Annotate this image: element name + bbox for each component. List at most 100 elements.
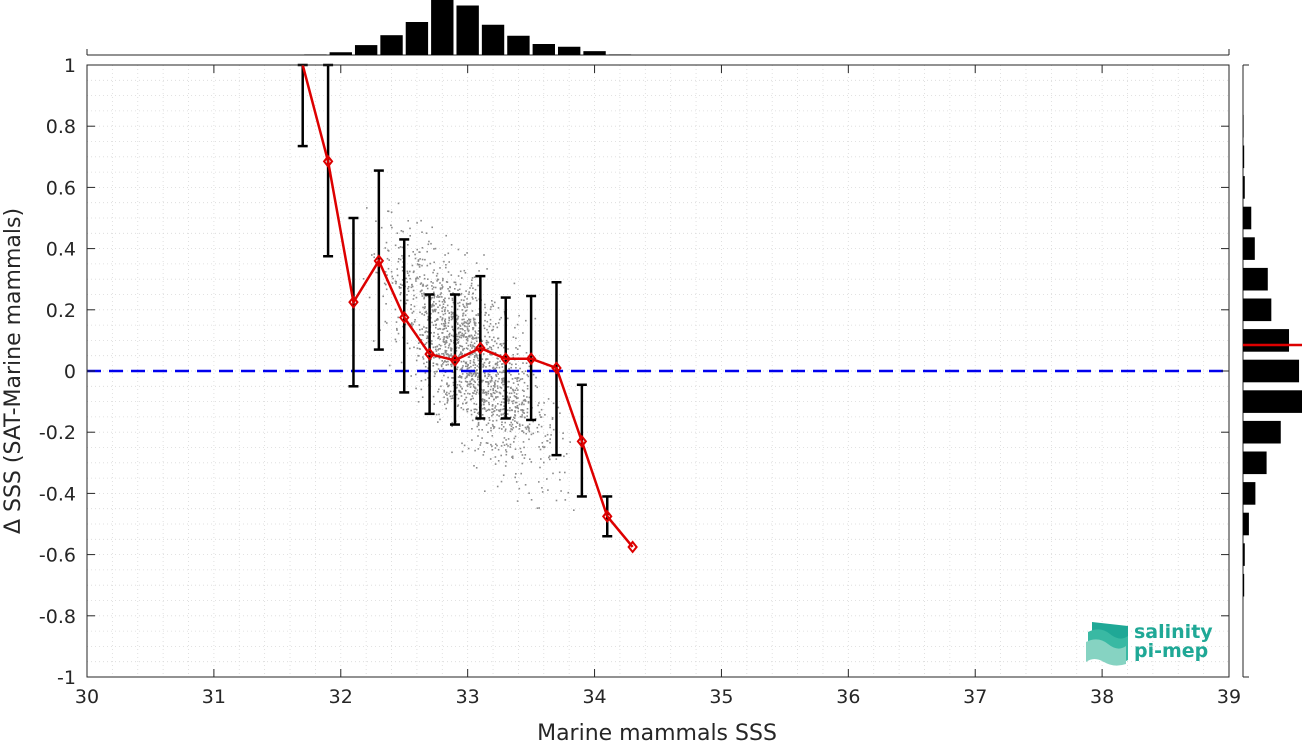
scatter-point <box>485 366 487 368</box>
y-tick-label: -0.8 <box>39 606 76 628</box>
scatter-point <box>496 391 498 393</box>
scatter-point <box>450 397 453 400</box>
scatter-point <box>502 398 505 400</box>
scatter-point <box>506 395 509 398</box>
scatter-point <box>462 323 464 326</box>
scatter-point <box>522 332 524 334</box>
y-tick-label: 0 <box>64 361 76 383</box>
scatter-point <box>397 260 400 263</box>
scatter-point <box>424 311 426 314</box>
scatter-point <box>450 363 452 366</box>
scatter-point <box>421 264 423 267</box>
scatter-point <box>491 395 494 398</box>
right-histogram-bar <box>1243 298 1272 322</box>
y-axis-label: Δ SSS (SAT-Marine mammals) <box>1 208 26 534</box>
top-histogram-bar <box>405 22 429 55</box>
scatter-point <box>516 500 519 502</box>
scatter-point <box>487 431 489 433</box>
scatter-point <box>523 381 526 384</box>
scatter-point <box>443 260 445 263</box>
scatter-point <box>515 397 518 400</box>
scatter-point <box>461 373 464 375</box>
scatter-point <box>457 341 460 343</box>
scatter-point <box>518 423 521 426</box>
scatter-point <box>436 272 439 275</box>
scatter-point <box>507 386 510 388</box>
scatter-point <box>515 396 518 398</box>
scatter-point <box>448 317 450 320</box>
scatter-point <box>488 325 491 328</box>
scatter-point <box>463 334 465 337</box>
scatter-point <box>439 296 441 298</box>
scatter-point <box>444 301 446 303</box>
scatter-point <box>432 365 435 367</box>
scatter-point <box>547 489 549 491</box>
scatter-point <box>484 374 486 377</box>
scatter-point <box>418 251 420 253</box>
scatter-point <box>445 364 448 366</box>
scatter-point <box>471 337 473 340</box>
scatter-point <box>431 288 434 290</box>
scatter-point <box>427 337 429 340</box>
scatter-point <box>411 325 413 327</box>
scatter-point <box>462 348 464 351</box>
scatter-point <box>448 316 450 319</box>
scatter-point <box>448 261 450 263</box>
scatter-point <box>461 318 463 321</box>
scatter-point <box>448 333 450 336</box>
scatter-point <box>437 328 439 330</box>
scatter-point <box>385 283 387 286</box>
scatter-point <box>469 372 472 374</box>
scatter-point <box>510 392 513 395</box>
scatter-point <box>460 345 462 347</box>
scatter-point <box>435 350 438 352</box>
scatter-point <box>466 337 469 340</box>
scatter-point <box>426 287 429 290</box>
scatter-point <box>473 402 475 405</box>
scatter-point <box>514 411 516 413</box>
scatter-point <box>399 293 402 296</box>
scatter-point <box>525 432 527 435</box>
scatter-point <box>469 343 472 346</box>
scatter-point <box>517 397 519 399</box>
scatter-point <box>471 428 473 430</box>
scatter-point <box>473 322 476 325</box>
scatter-point <box>491 353 493 356</box>
scatter-point <box>400 292 402 294</box>
scatter-point <box>452 381 455 384</box>
scatter-point <box>456 368 458 371</box>
scatter-point <box>398 258 400 260</box>
scatter-point <box>386 322 388 324</box>
scatter-point <box>421 334 423 336</box>
scatter-point <box>461 327 463 330</box>
scatter-point <box>523 390 525 392</box>
scatter-point <box>440 323 443 325</box>
scatter-point <box>526 415 528 417</box>
scatter-point <box>555 458 558 460</box>
scatter-point <box>512 419 514 421</box>
scatter-point <box>415 387 417 390</box>
scatter-point <box>463 322 465 325</box>
scatter-point <box>505 449 507 451</box>
scatter-point <box>418 347 421 350</box>
scatter-point <box>522 411 524 414</box>
scatter-point <box>499 354 502 356</box>
y-tick-label: 1 <box>64 55 76 77</box>
scatter-point <box>457 323 459 325</box>
scatter-point <box>507 409 509 412</box>
scatter-point <box>524 426 527 429</box>
scatter-point <box>424 258 426 261</box>
y-tick-label: 0.2 <box>46 300 76 322</box>
scatter-cloud <box>362 202 575 511</box>
scatter-point <box>472 328 474 331</box>
scatter-point <box>509 409 511 412</box>
scatter-point <box>410 375 412 377</box>
scatter-point <box>441 287 443 289</box>
scatter-point <box>488 365 491 367</box>
scatter-point <box>514 326 516 329</box>
scatter-point <box>446 341 448 344</box>
scatter-point <box>449 339 452 341</box>
scatter-point <box>520 472 522 475</box>
scatter-point <box>472 292 474 295</box>
scatter-point <box>460 293 462 296</box>
